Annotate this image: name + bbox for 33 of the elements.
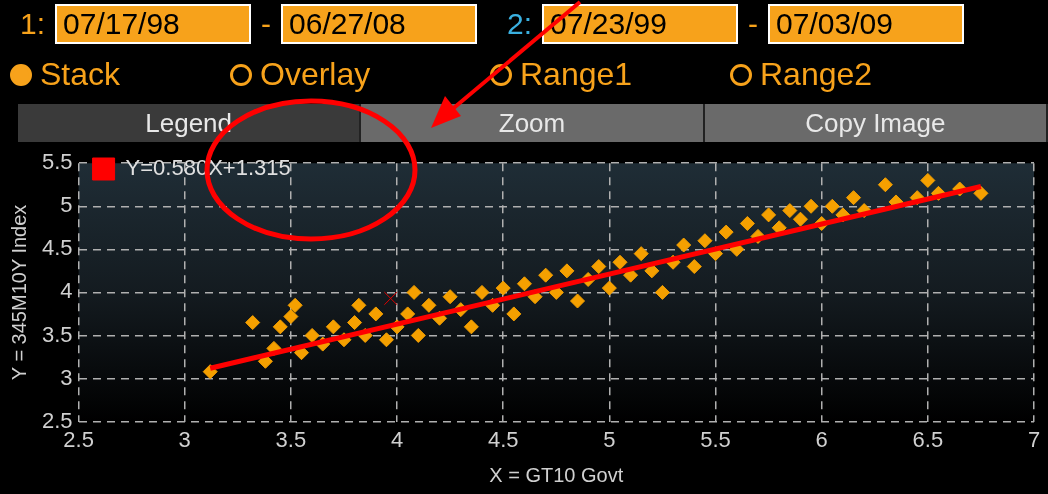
text: Range1 [520, 56, 633, 93]
text: 1: [20, 7, 46, 41]
text: - [261, 7, 272, 41]
x-tick-label: 5 [603, 426, 616, 452]
text: 07/23/99 [542, 4, 739, 44]
text: Zoom [361, 104, 705, 142]
x-tick-label: 4.5 [487, 426, 519, 452]
text: Legend [18, 104, 362, 142]
text: Overlay [260, 56, 371, 93]
y-tick-label: 2.5 [41, 407, 73, 433]
x-tick-label: 4 [390, 426, 404, 452]
x-tick-label: 3 [178, 426, 191, 452]
y-tick-label: 5.5 [41, 149, 73, 175]
text: 2: [507, 7, 533, 41]
y-axis-title: Y = 345M10Y Index [7, 204, 30, 381]
y-tick-label: 3.5 [41, 321, 73, 347]
y-tick-label: 3 [60, 364, 73, 390]
text: 07/03/09 [768, 4, 965, 44]
x-tick-label: 3.5 [275, 426, 307, 452]
text: Range2 [760, 56, 873, 93]
text: Copy Image [704, 104, 1048, 142]
text: Stack [40, 56, 121, 93]
y-tick-label: 4 [60, 278, 73, 304]
x-tick-label: 6 [815, 426, 828, 452]
x-tick-label: 5.5 [700, 426, 731, 452]
text: 07/17/98 [55, 4, 252, 44]
text: 06/27/08 [281, 4, 478, 44]
text: - [748, 7, 759, 41]
y-tick-label: 4.5 [41, 235, 73, 261]
x-tick-label: 7 [1027, 426, 1041, 452]
x-axis-title: X = GT10 Govt [489, 463, 624, 486]
x-tick-label: 6.5 [912, 426, 944, 452]
y-tick-label: 5 [60, 192, 73, 218]
